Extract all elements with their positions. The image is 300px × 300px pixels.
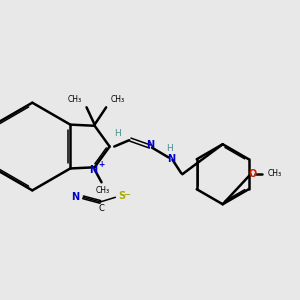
Text: CH₃: CH₃ <box>96 186 110 195</box>
Text: S: S <box>118 191 125 201</box>
Text: −: − <box>123 190 130 199</box>
Text: N: N <box>89 165 98 175</box>
Text: O: O <box>249 169 257 179</box>
Text: H: H <box>114 130 121 139</box>
Text: N: N <box>146 140 154 150</box>
Text: C: C <box>99 204 104 213</box>
Text: CH₃: CH₃ <box>268 169 282 178</box>
Text: H: H <box>166 145 173 154</box>
Text: N: N <box>167 154 175 164</box>
Text: N: N <box>71 192 80 202</box>
Text: CH₃: CH₃ <box>68 95 82 104</box>
Text: +: + <box>98 160 104 169</box>
Text: CH₃: CH₃ <box>111 95 125 104</box>
